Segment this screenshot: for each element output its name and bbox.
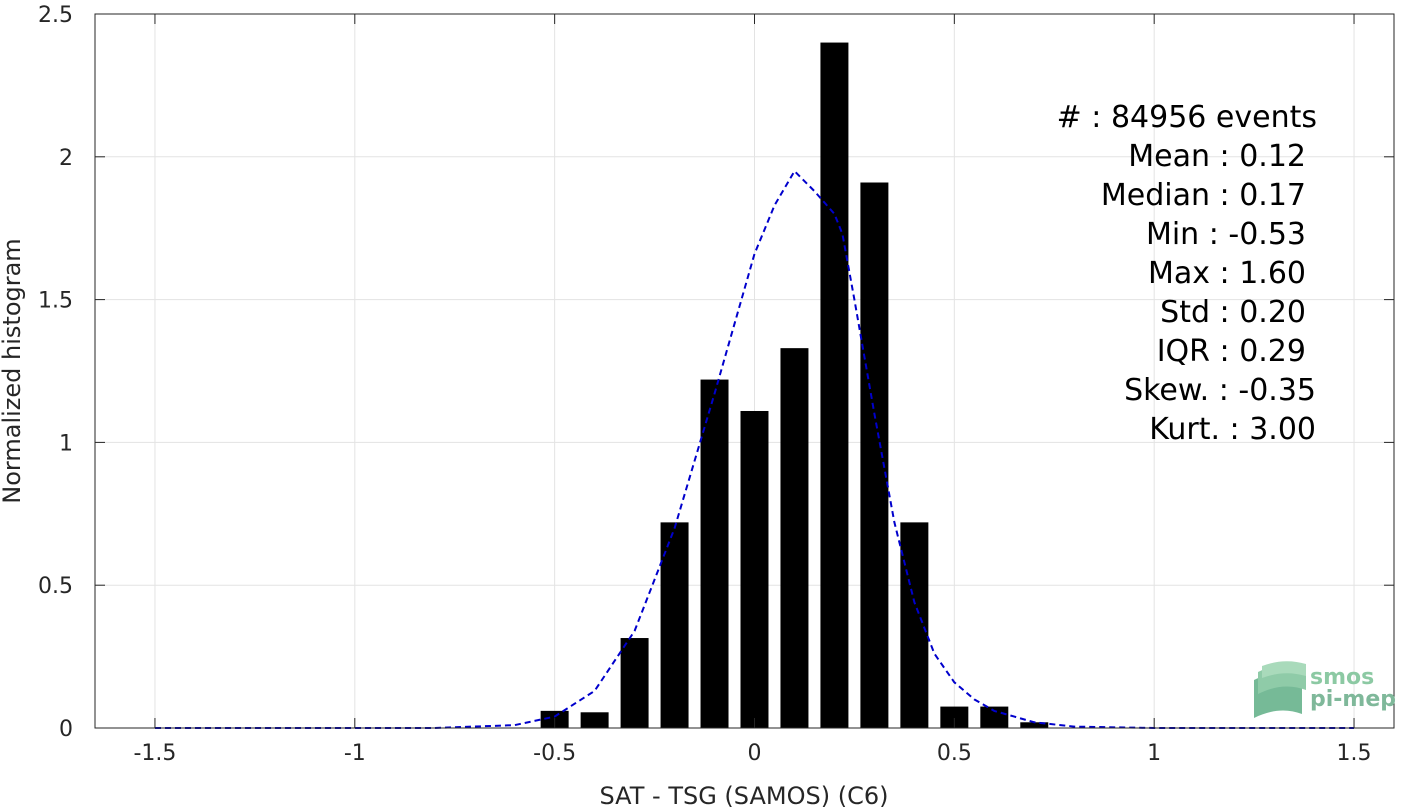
stats-annotation: # : 84956 events Mean : 0.12 Median : 0.… xyxy=(1057,100,1317,447)
plot-frame xyxy=(94,13,1395,729)
y-tick-labels: 0 0.5 1 1.5 2 2.5 xyxy=(38,3,73,742)
histogram-bar-3 xyxy=(660,522,689,728)
histogram-bar-6 xyxy=(780,348,809,728)
logo-waves-icon xyxy=(1254,661,1306,718)
x-tick-label-3: 0 xyxy=(747,741,761,766)
y-axis-title: Normalized histogram xyxy=(0,238,26,503)
x-tick-labels: -1.5 -1 -0.5 0 0.5 1 1.5 xyxy=(133,741,1371,766)
stats-max: Max : 1.60 xyxy=(1148,256,1306,291)
stats-median: Median : 0.17 xyxy=(1101,178,1306,213)
x-tick-label-5: 1 xyxy=(1147,741,1161,766)
histogram-bar-2 xyxy=(620,638,649,728)
histogram-bars xyxy=(540,42,1049,729)
stats-iqr: IQR : 0.29 xyxy=(1157,334,1306,369)
histogram-bar-10 xyxy=(940,706,969,728)
logo-text-smos: smos xyxy=(1310,665,1374,690)
histogram-bar-7 xyxy=(820,42,849,729)
y-tick-label-1: 0.5 xyxy=(38,574,73,599)
x-tick-label-2: -0.5 xyxy=(533,741,576,766)
x-tick-label-1: -1 xyxy=(344,741,366,766)
x-tick-label-4: 0.5 xyxy=(937,741,972,766)
y-tick-label-4: 2 xyxy=(59,146,73,171)
stats-count: # : 84956 events xyxy=(1057,100,1317,135)
stats-min: Min : -0.53 xyxy=(1146,217,1306,252)
stats-std: Std : 0.20 xyxy=(1160,295,1306,330)
x-axis-title: SAT - TSG (SAMOS) (C6) xyxy=(600,782,889,809)
y-tick-label-3: 1.5 xyxy=(38,289,73,314)
x-tick-label-0: -1.5 xyxy=(133,741,176,766)
x-tick-label-6: 1.5 xyxy=(1337,741,1372,766)
histogram-bar-5 xyxy=(740,410,769,728)
histogram-bar-12 xyxy=(1020,722,1049,728)
fit-curve xyxy=(155,169,1354,729)
y-tick-label-5: 2.5 xyxy=(38,3,73,28)
logo-text-pimep: pi-mep xyxy=(1310,687,1396,712)
histogram-bar-1 xyxy=(580,712,609,728)
y-tick-label-0: 0 xyxy=(59,717,73,742)
histogram-bar-8 xyxy=(860,182,889,728)
histogram-bar-4 xyxy=(700,379,729,728)
axis-ticks xyxy=(95,13,1394,729)
stats-mean: Mean : 0.12 xyxy=(1128,139,1306,174)
stats-skew: Skew. : -0.35 xyxy=(1124,373,1316,408)
stats-kurt: Kurt. : 3.00 xyxy=(1149,412,1316,447)
y-tick-label-2: 1 xyxy=(59,431,73,456)
histogram-bar-9 xyxy=(900,522,929,728)
smos-pimep-logo: smos pi-mep xyxy=(1254,661,1396,718)
